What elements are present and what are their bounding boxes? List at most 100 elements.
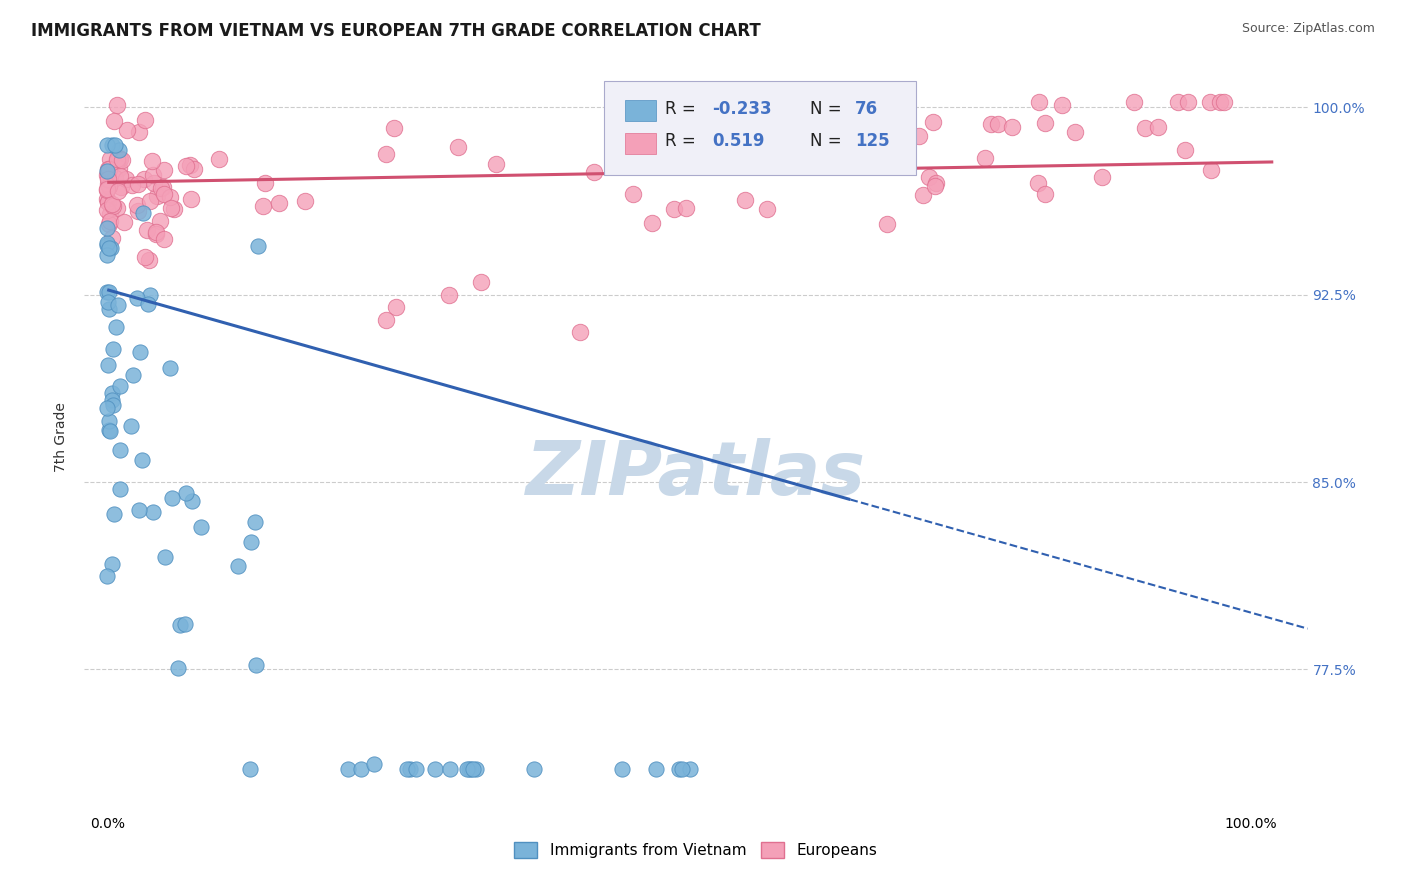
- Point: [374, 146, 396, 161]
- Point: [925, 177, 948, 191]
- Point: [142, 505, 165, 519]
- Point: [239, 762, 262, 776]
- Point: [190, 520, 212, 534]
- Point: [245, 657, 267, 672]
- Point: [980, 117, 1002, 131]
- Point: [96, 248, 118, 262]
- Point: [103, 114, 125, 128]
- Point: [423, 762, 446, 776]
- Point: [254, 176, 277, 190]
- Point: [98, 207, 121, 221]
- Point: [569, 325, 592, 339]
- Point: [101, 342, 124, 356]
- Point: [239, 535, 262, 549]
- Point: [834, 125, 856, 139]
- Point: [96, 203, 118, 218]
- Point: [924, 179, 946, 194]
- Point: [128, 503, 150, 517]
- Point: [405, 762, 427, 776]
- Point: [127, 197, 149, 211]
- Point: [101, 137, 124, 152]
- Point: [96, 182, 118, 196]
- Text: -0.233: -0.233: [711, 100, 772, 118]
- Point: [755, 202, 778, 216]
- Point: [823, 95, 845, 110]
- Point: [1147, 120, 1170, 134]
- Point: [876, 217, 898, 231]
- Point: [129, 345, 152, 359]
- Point: [101, 392, 124, 407]
- Point: [174, 616, 197, 631]
- Legend: Immigrants from Vietnam, Europeans: Immigrants from Vietnam, Europeans: [509, 836, 883, 864]
- Point: [105, 320, 128, 334]
- Point: [97, 285, 120, 299]
- Point: [668, 762, 690, 776]
- Point: [96, 220, 118, 235]
- Point: [146, 189, 169, 203]
- Point: [470, 275, 492, 289]
- Point: [98, 178, 121, 193]
- Point: [294, 194, 316, 208]
- Point: [97, 295, 120, 310]
- Point: [662, 202, 685, 216]
- Point: [98, 152, 121, 166]
- Point: [673, 113, 696, 128]
- Point: [1135, 121, 1157, 136]
- Point: [523, 762, 546, 776]
- Point: [226, 558, 249, 573]
- Point: [100, 557, 122, 571]
- Point: [135, 222, 157, 236]
- Text: R =: R =: [665, 100, 702, 118]
- Point: [645, 128, 668, 142]
- Point: [96, 235, 118, 250]
- Text: ZIPatlas: ZIPatlas: [526, 438, 866, 511]
- Point: [97, 358, 120, 372]
- Point: [96, 168, 118, 182]
- Text: 76: 76: [855, 100, 879, 118]
- Point: [97, 195, 120, 210]
- Point: [1208, 95, 1230, 110]
- Point: [1033, 186, 1056, 201]
- Point: [145, 225, 167, 239]
- Point: [103, 507, 125, 521]
- Point: [460, 762, 482, 776]
- Point: [139, 194, 162, 208]
- Point: [101, 197, 124, 211]
- Point: [153, 187, 176, 202]
- Point: [101, 386, 124, 401]
- Point: [127, 178, 149, 192]
- Point: [841, 112, 863, 127]
- Point: [208, 152, 231, 166]
- Point: [641, 216, 664, 230]
- Point: [152, 179, 174, 194]
- Text: N =: N =: [810, 132, 846, 150]
- Point: [97, 161, 120, 176]
- Point: [174, 160, 197, 174]
- Point: [131, 206, 153, 220]
- Point: [141, 154, 163, 169]
- Point: [117, 123, 139, 137]
- FancyBboxPatch shape: [605, 81, 917, 175]
- Point: [1213, 95, 1236, 110]
- Point: [107, 185, 129, 199]
- Point: [101, 398, 124, 412]
- Point: [97, 241, 120, 255]
- Point: [104, 137, 127, 152]
- Text: R =: R =: [665, 132, 702, 150]
- Y-axis label: 7th Grade: 7th Grade: [55, 402, 69, 472]
- Point: [97, 161, 120, 176]
- Point: [1050, 98, 1073, 112]
- Point: [143, 176, 166, 190]
- Point: [247, 238, 270, 252]
- Point: [974, 152, 997, 166]
- Text: IMMIGRANTS FROM VIETNAM VS EUROPEAN 7TH GRADE CORRELATION CHART: IMMIGRANTS FROM VIETNAM VS EUROPEAN 7TH …: [31, 22, 761, 40]
- Point: [160, 491, 183, 506]
- Point: [112, 215, 135, 229]
- Point: [461, 762, 484, 776]
- Point: [439, 762, 461, 776]
- Point: [181, 494, 204, 508]
- Point: [183, 161, 205, 176]
- Point: [1167, 95, 1189, 110]
- Point: [1033, 116, 1056, 130]
- Point: [374, 312, 396, 326]
